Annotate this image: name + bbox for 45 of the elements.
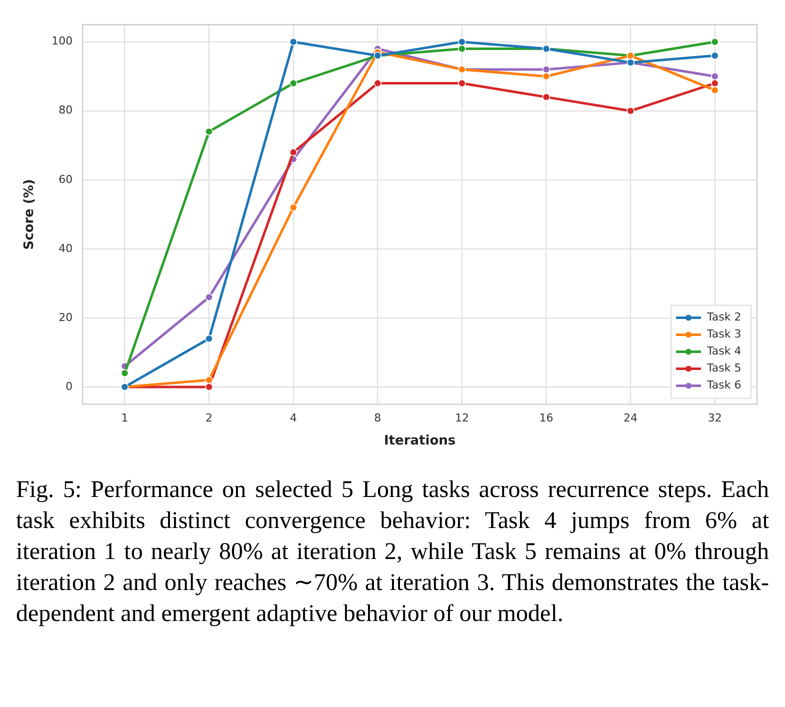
point: [205, 334, 213, 343]
y-tick-label: 100: [52, 34, 73, 48]
point: [205, 376, 213, 384]
x-tick-label: 24: [624, 412, 638, 425]
legend-label: Task 3: [706, 328, 742, 341]
y-tick-label: 40: [58, 242, 73, 255]
y-tick-label: 80: [58, 104, 73, 117]
y-axis-title: Score (%): [22, 179, 38, 250]
legend-label: Task 6: [706, 378, 742, 392]
legend-label: Task 4: [706, 344, 742, 358]
point: [289, 38, 298, 46]
point: [458, 79, 466, 88]
point: [374, 79, 382, 88]
y-tick-label: 0: [66, 380, 73, 393]
point: [458, 38, 466, 46]
x-tick-label: 8: [374, 412, 382, 425]
point: [542, 72, 550, 80]
caption: Fig. 5: Performance on selected 5 Long tasks across recurrence steps. Each task exhibits distinct convergence behavior: Task 4 jumps from 6% at iteration 1 to nearly 80% at iteration 2, while Task 5 remains at 0% through iteration 2 and only reaches ∼70% at iteration 3. This demonstrates the task-dependent and emergent adaptive behavior of our model.: [15, 476, 770, 629]
point: [205, 293, 213, 302]
point: [289, 148, 298, 156]
point: [205, 383, 213, 391]
point: [710, 52, 719, 60]
point: [710, 72, 719, 80]
legend-label: Task 2: [706, 310, 742, 324]
x-tick-label: 2: [206, 412, 213, 425]
x-tick-label: 4: [290, 412, 297, 425]
x-axis-title: Iterations: [384, 434, 456, 449]
point: [458, 44, 466, 53]
point: [289, 204, 298, 212]
x-tick-label: 12: [454, 412, 469, 425]
point: [120, 369, 129, 378]
point: [542, 93, 550, 101]
y-tick-label: 60: [58, 172, 73, 186]
point: [710, 38, 719, 46]
x-tick-label: 32: [708, 412, 722, 425]
point: [205, 128, 213, 136]
x-tick-label: 1: [121, 412, 128, 425]
x-tick-label: 16: [539, 412, 554, 425]
y-tick-label: 20: [58, 310, 73, 324]
point: [626, 106, 634, 115]
point: [710, 86, 719, 94]
point: [710, 79, 719, 88]
point: [289, 79, 298, 88]
point: [542, 66, 550, 74]
legend-label: Task 5: [706, 362, 742, 375]
